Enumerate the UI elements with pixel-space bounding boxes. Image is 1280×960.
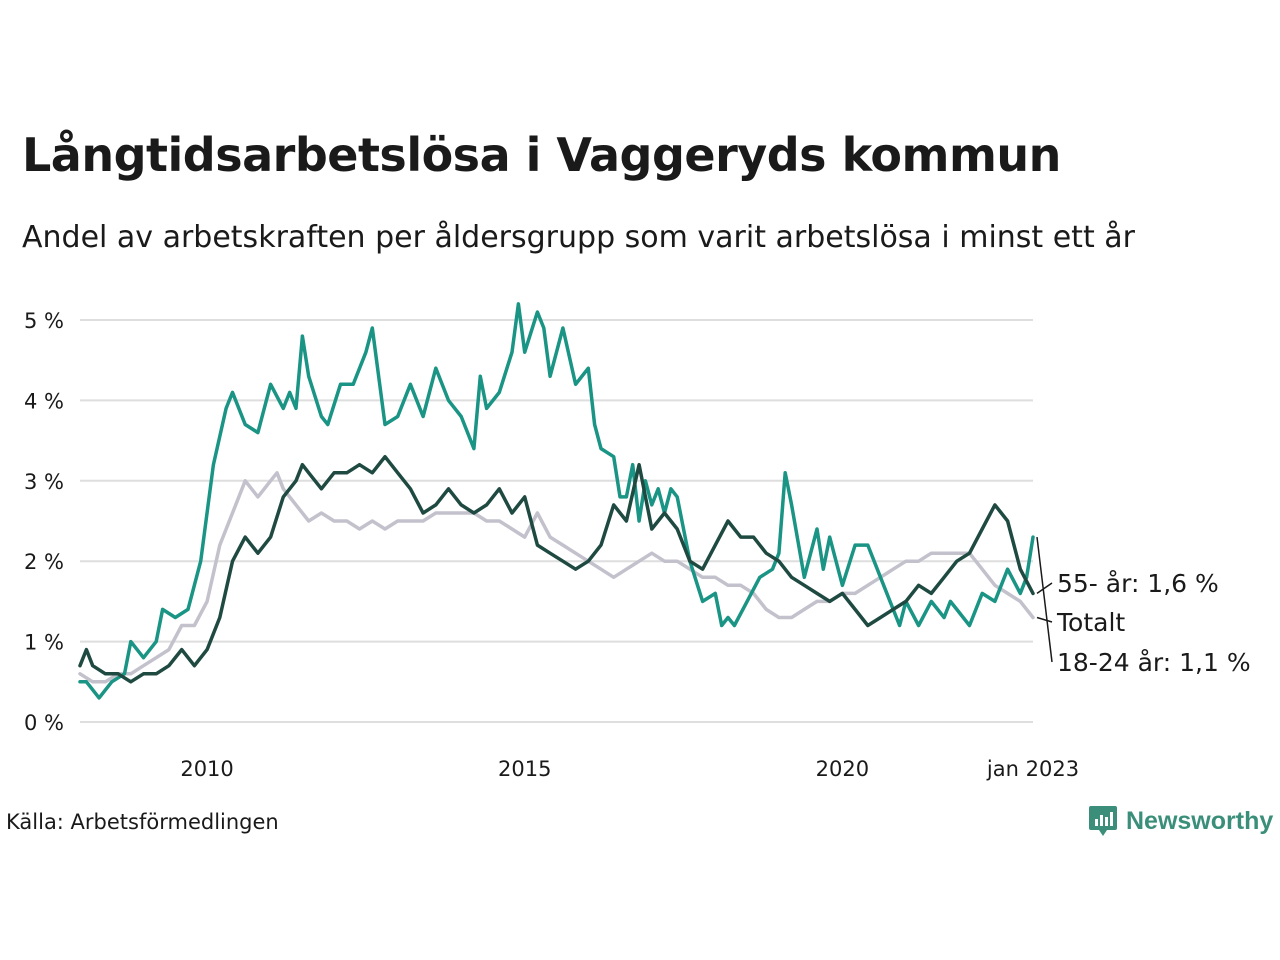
brand-logo[interactable]: Newsworthy [1088,804,1273,838]
y-tick-label: 5 % [24,309,64,333]
y-tick-label: 0 % [24,711,64,735]
x-tick-label: jan 2023 [986,757,1079,781]
source-note: Källa: Arbetsförmedlingen [6,810,279,834]
x-tick-label: 2015 [498,757,551,781]
series-line-totalt [78,471,1035,684]
label-connector [1036,582,1053,594]
page-title: Långtidsarbetslösa i Vaggeryds kommun [22,128,1061,182]
brand-name: Newsworthy [1126,806,1274,835]
x-tick-label: 2010 [180,757,233,781]
series-line-18-24-r [78,302,1035,700]
y-tick-label: 1 % [24,631,64,655]
series-label-18-24-r: 18-24 år: 1,1 % [1057,648,1251,677]
y-tick-label: 3 % [24,470,64,494]
y-tick-label: 2 % [24,550,64,574]
newsworthy-logo-icon [1089,806,1117,836]
label-connector [1036,616,1053,623]
label-connector [1036,536,1053,663]
series-label-totalt: Totalt [1056,608,1125,637]
series-line-55-r [78,454,1035,684]
y-tick-label: 4 % [24,389,64,413]
page-subtitle: Andel av arbetskraften per åldersgrupp s… [22,220,1135,255]
series-label-55-r: 55- år: 1,6 % [1057,569,1219,598]
x-tick-label: 2020 [816,757,869,781]
